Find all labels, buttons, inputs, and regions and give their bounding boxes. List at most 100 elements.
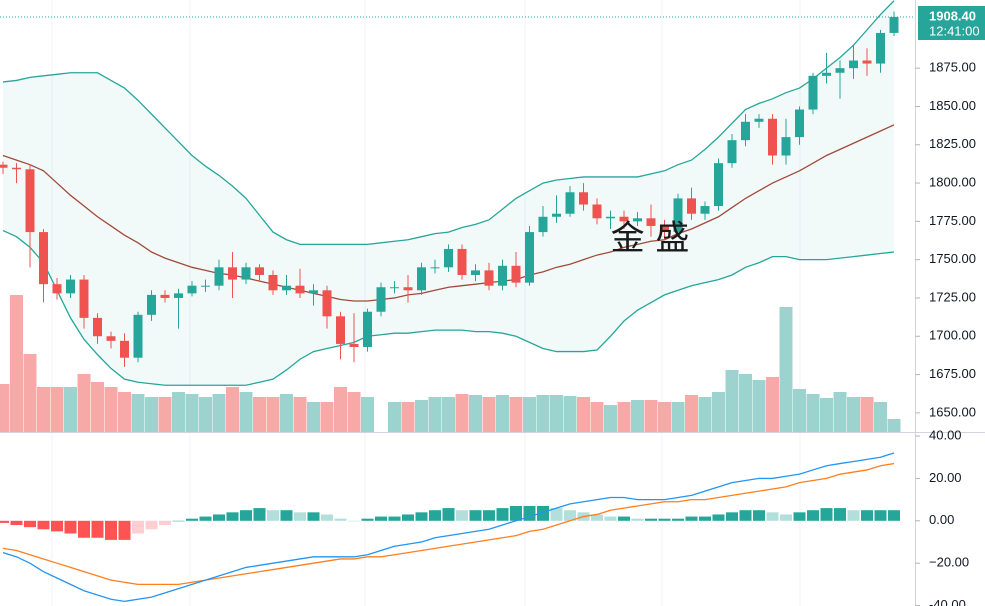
candle-body [0, 164, 8, 168]
histogram-bar [496, 508, 509, 521]
y-tick-label: 40.00 [929, 427, 962, 442]
histogram-bar [321, 514, 333, 521]
volume-bar [415, 400, 428, 432]
candle-body [673, 198, 683, 233]
candle-body [201, 285, 210, 287]
histogram-bar [456, 510, 468, 521]
last-price-time: 12:41:00 [929, 23, 980, 38]
candle-body [565, 192, 575, 214]
volume-bar [212, 394, 226, 432]
last-price-label: 1908.40 [929, 8, 976, 23]
volume-bar [266, 397, 280, 432]
candle-body [66, 279, 75, 294]
candle-body [363, 311, 372, 347]
candle-body [349, 343, 359, 347]
candle-body [241, 267, 251, 280]
histogram-bar [375, 516, 387, 521]
volume-bar [131, 394, 145, 432]
band-lower [2, 229, 895, 386]
histogram-bar [658, 518, 671, 521]
volume-bar [779, 307, 793, 432]
volume-bar [347, 392, 361, 432]
volume-bar [536, 395, 550, 432]
candle-body [309, 290, 318, 294]
candle-body [322, 290, 332, 317]
histogram-bar [334, 518, 347, 521]
candle-body [39, 232, 48, 285]
volume-bar [698, 397, 712, 432]
volume-bar [482, 397, 496, 432]
histogram-bar [240, 510, 252, 521]
candle-body [174, 293, 183, 298]
candle-body [592, 204, 602, 219]
histogram-bar [253, 508, 266, 521]
histogram-bar [523, 505, 536, 521]
histogram-bar [186, 518, 198, 521]
candle-body [646, 218, 656, 226]
volume-bar [671, 402, 685, 432]
histogram-bar [307, 512, 320, 521]
candle-body [741, 121, 750, 141]
histogram-bar [861, 510, 873, 521]
volume-bar [644, 400, 658, 432]
band-middle [2, 124, 895, 302]
volume-bar [239, 392, 253, 432]
histogram-bar [807, 510, 819, 521]
candle-body [160, 294, 170, 298]
candle-body [768, 118, 777, 156]
candle-body [552, 213, 561, 217]
volume-bar [509, 397, 523, 432]
volume-bar [847, 397, 860, 432]
volume-bar [442, 397, 455, 432]
histogram-bar [537, 505, 549, 521]
histogram-bar [213, 514, 225, 521]
histogram-bar [10, 520, 23, 526]
candle-body [106, 336, 116, 341]
histogram-bar [402, 514, 414, 521]
volume-bar [145, 397, 158, 432]
volume-bar [37, 387, 50, 432]
histogram-bar [37, 520, 50, 530]
candle-body [390, 287, 399, 289]
volume-bar [739, 374, 752, 432]
volume-bar [388, 402, 401, 432]
histogram-bar [793, 512, 806, 521]
histogram-bar [24, 520, 36, 528]
histogram-bar [78, 520, 90, 538]
y-tick-label: −20.00 [929, 555, 969, 570]
histogram-bar [429, 510, 441, 521]
volume-bar [617, 402, 631, 432]
watermark: 金 盛 [611, 219, 690, 259]
candle-body [727, 140, 737, 164]
candle-body [822, 72, 831, 76]
y-tick-label: 1750.00 [929, 251, 976, 266]
last-price-box [918, 6, 985, 41]
histogram-bar [267, 510, 279, 521]
volume-bar [658, 402, 671, 432]
candle-body [849, 60, 858, 69]
candle-body [619, 216, 629, 222]
y-tick-label: 20.00 [929, 470, 962, 485]
histogram-bar [618, 516, 630, 521]
volume-bar [793, 389, 806, 432]
histogram-bar [415, 512, 428, 521]
volume-bar [307, 402, 320, 432]
histogram-bar [442, 508, 455, 521]
price-pane [0, 0, 915, 432]
volume-bar [64, 387, 77, 432]
volume-bar [577, 397, 590, 432]
y-tick-label: 1875.00 [929, 60, 976, 75]
histogram-bar [645, 518, 657, 521]
y-tick-label: 1800.00 [929, 175, 976, 190]
volume-bar [253, 397, 266, 432]
y-tick-label: 1850.00 [929, 98, 976, 113]
volume-bar [631, 400, 644, 432]
volume-bar [226, 387, 239, 432]
y-tick-label: 1825.00 [929, 136, 976, 151]
histogram-bar [105, 520, 117, 540]
histogram-bar [726, 512, 738, 521]
candle-body [525, 232, 534, 283]
volume-bar [293, 397, 307, 432]
volume-bar [280, 394, 293, 432]
